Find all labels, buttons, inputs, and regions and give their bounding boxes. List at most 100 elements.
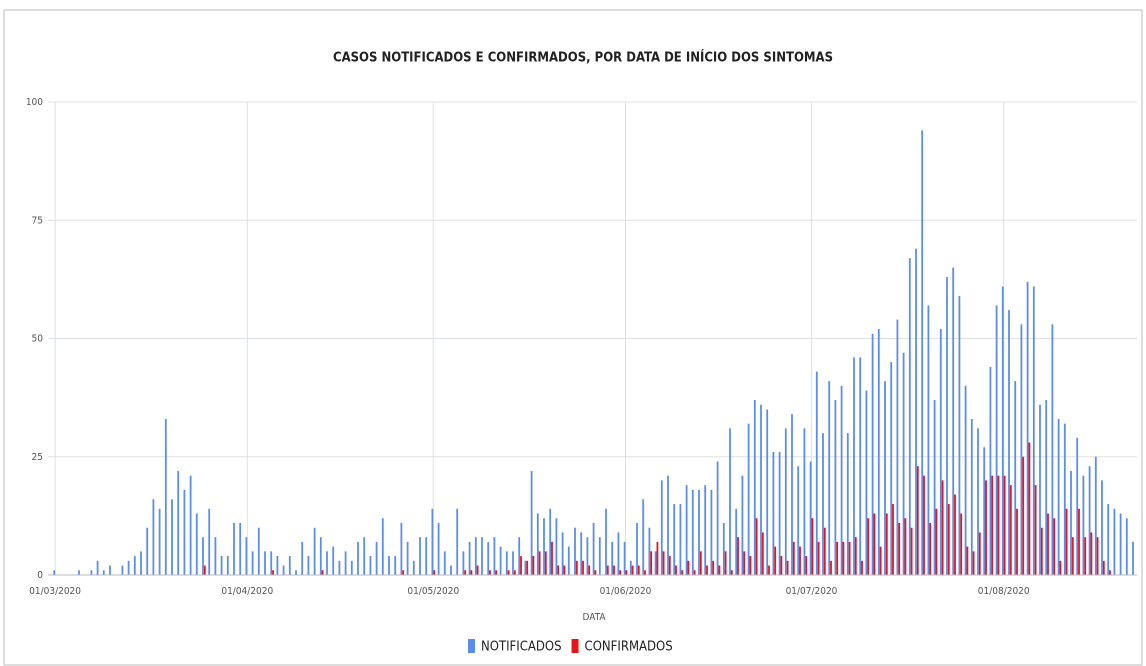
bar xyxy=(1076,437,1079,575)
bar xyxy=(1003,475,1006,575)
bar xyxy=(958,295,961,575)
bar xyxy=(127,560,130,575)
bar xyxy=(840,385,843,575)
bar xyxy=(1082,475,1085,575)
bar xyxy=(648,527,651,575)
x-tick-label: 01/04/2020 xyxy=(221,586,273,597)
bar xyxy=(995,305,998,575)
bar xyxy=(797,466,800,575)
bar xyxy=(369,556,372,575)
bar xyxy=(815,371,818,575)
bar xyxy=(1088,466,1091,575)
bar xyxy=(885,513,888,575)
bar xyxy=(574,527,576,575)
bar xyxy=(493,537,496,575)
bar xyxy=(594,570,597,575)
bar xyxy=(257,527,260,575)
bar xyxy=(507,570,510,575)
bar xyxy=(780,556,783,575)
bar xyxy=(489,570,491,575)
bar xyxy=(629,560,632,575)
bar xyxy=(809,461,812,575)
bar xyxy=(357,541,359,575)
bar xyxy=(586,537,589,575)
bar xyxy=(575,560,578,575)
bar xyxy=(551,541,553,575)
bar xyxy=(588,565,591,575)
bar xyxy=(617,532,620,575)
bar xyxy=(846,433,849,575)
bar xyxy=(636,522,638,575)
bar xyxy=(877,329,880,575)
bar xyxy=(592,522,595,575)
legend-label: CONFIRMADOS xyxy=(585,640,673,655)
bar xyxy=(735,508,738,575)
bar xyxy=(582,560,584,575)
bar xyxy=(208,508,211,575)
bar xyxy=(288,556,291,575)
bar xyxy=(904,518,907,575)
bar xyxy=(183,489,186,575)
bar xyxy=(474,537,477,575)
bar xyxy=(693,570,696,575)
bar xyxy=(667,475,669,575)
bar xyxy=(1059,560,1062,575)
bar xyxy=(859,357,862,575)
bar xyxy=(873,513,876,575)
bar xyxy=(737,537,739,575)
bar xyxy=(921,130,924,575)
bar xyxy=(344,551,347,575)
bar xyxy=(867,518,870,575)
x-tick-label: 01/08/2020 xyxy=(978,586,1030,597)
bar xyxy=(295,570,297,575)
bar xyxy=(933,399,936,575)
bar xyxy=(133,556,136,575)
bar xyxy=(1009,485,1012,575)
bar xyxy=(264,551,266,575)
bar xyxy=(1039,404,1041,575)
bar xyxy=(927,305,930,575)
bar xyxy=(245,537,248,575)
bar xyxy=(381,518,384,575)
bar xyxy=(1065,508,1068,575)
bar xyxy=(679,504,682,575)
bar xyxy=(464,570,467,575)
bar xyxy=(158,508,161,575)
bar xyxy=(848,541,851,575)
bar xyxy=(623,541,626,575)
bar xyxy=(699,551,702,575)
bar xyxy=(321,570,324,575)
bar xyxy=(625,570,628,575)
bar xyxy=(650,551,653,575)
bar xyxy=(189,475,192,575)
bar xyxy=(879,546,882,575)
bar xyxy=(954,494,956,575)
bar xyxy=(462,551,465,575)
bar xyxy=(960,513,963,575)
bar xyxy=(828,381,831,575)
bar xyxy=(400,522,403,575)
bar xyxy=(946,277,948,575)
bar xyxy=(1096,537,1099,575)
y-tick-label: 100 xyxy=(26,97,43,108)
bar xyxy=(1051,324,1054,575)
bar xyxy=(530,470,533,575)
bar xyxy=(1026,281,1029,575)
bar xyxy=(394,556,397,575)
bar xyxy=(698,489,700,575)
bar xyxy=(425,537,428,575)
bar xyxy=(902,352,905,575)
bar xyxy=(1119,513,1122,575)
bar xyxy=(1090,532,1093,575)
bar xyxy=(202,537,204,575)
bar xyxy=(203,565,206,575)
bar xyxy=(1028,442,1031,575)
bar xyxy=(557,565,560,575)
bar xyxy=(1034,485,1037,575)
bar xyxy=(805,556,808,575)
bar xyxy=(823,527,826,575)
bar xyxy=(481,537,483,575)
bar xyxy=(326,551,328,575)
bar xyxy=(1047,513,1049,575)
bar xyxy=(251,551,254,575)
